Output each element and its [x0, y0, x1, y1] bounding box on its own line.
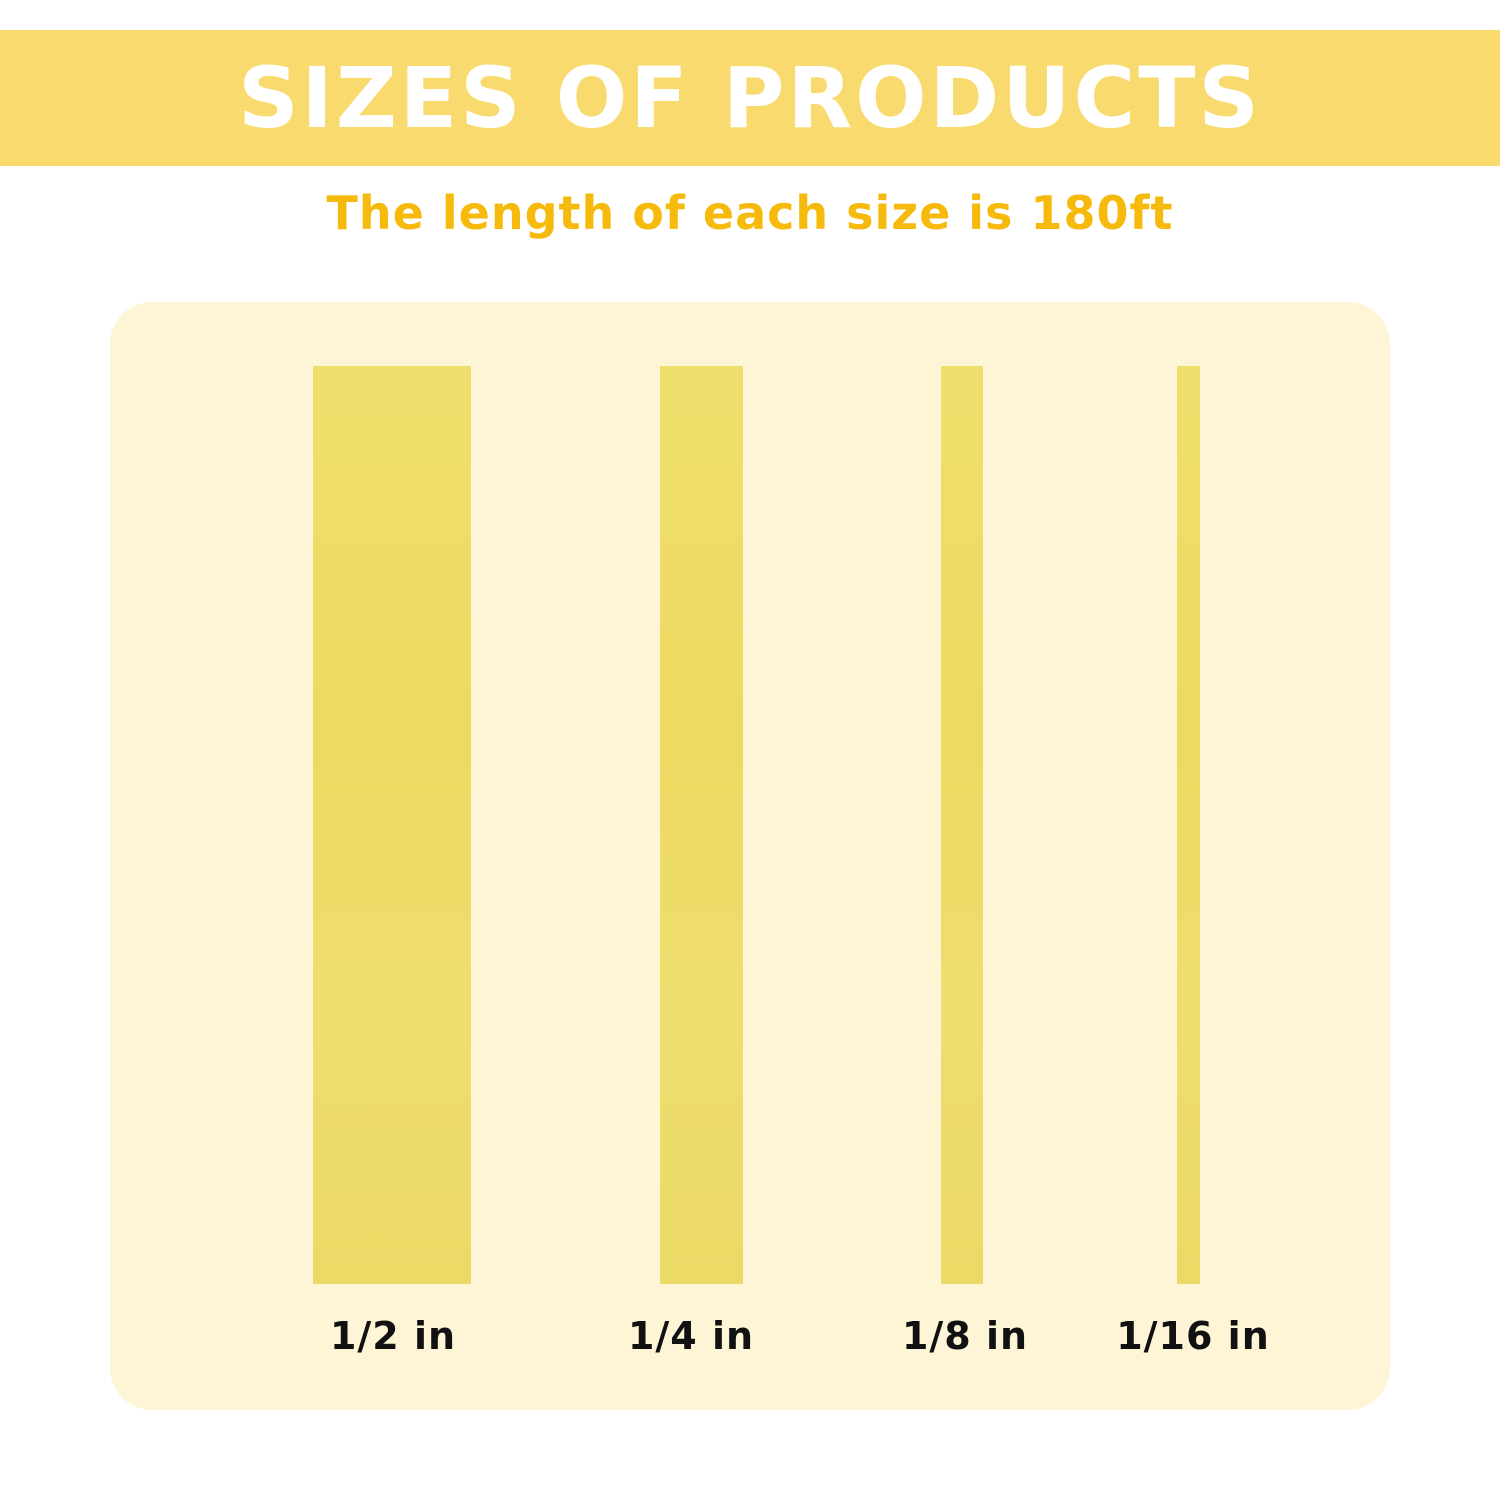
size-label: 1/2 in: [329, 1314, 457, 1358]
page-title: SIZES OF PRODUCTS: [238, 49, 1262, 147]
tape-strip-eighth-inch: [941, 366, 983, 1284]
tape-strip-sixteenth-inch: [1177, 366, 1200, 1284]
size-label: 1/16 in: [1116, 1314, 1270, 1358]
size-label: 1/4 in: [627, 1314, 755, 1358]
title-banner: SIZES OF PRODUCTS: [0, 30, 1500, 166]
tape-strip-half-inch: [313, 366, 471, 1284]
subtitle: The length of each size is 180ft: [326, 186, 1174, 240]
tape-strip-quarter-inch: [660, 366, 743, 1284]
size-label: 1/8 in: [901, 1314, 1029, 1358]
